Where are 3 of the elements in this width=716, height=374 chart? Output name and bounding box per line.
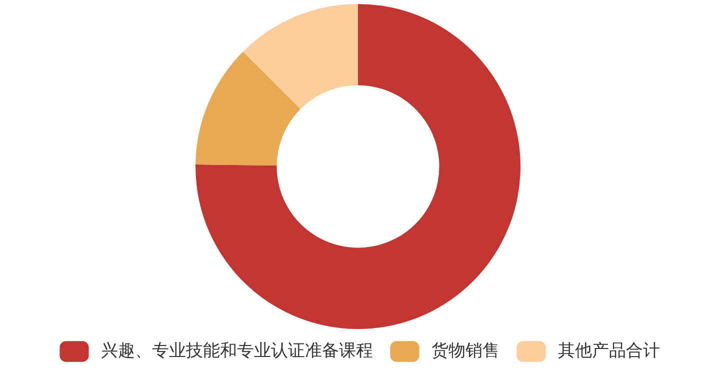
legend-label: 其他产品合计 (558, 340, 660, 361)
legend-label: 货物销售 (431, 340, 500, 361)
legend-label: 兴趣、专业技能和专业认证准备课程 (100, 340, 373, 361)
